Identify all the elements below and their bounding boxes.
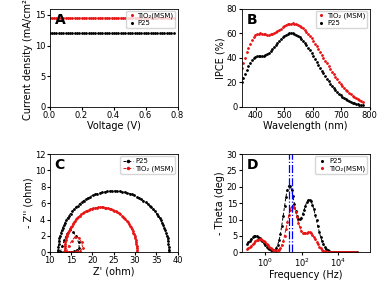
Line: TiO₂(MSM): TiO₂(MSM) — [48, 17, 175, 19]
TiO₂ (MSM) — [256, 32, 261, 35]
P25 — [280, 36, 285, 39]
P25 — [354, 251, 359, 254]
P25 — [317, 230, 322, 234]
P25 — [47, 31, 52, 35]
TiO₂ (MSM) — [239, 66, 244, 70]
P25 — [256, 55, 261, 58]
TiO₂(MSM) — [157, 16, 162, 20]
Line: P25: P25 — [240, 32, 364, 107]
P25 — [323, 75, 328, 78]
TiO₂(MSM) — [343, 251, 348, 254]
P25 — [318, 66, 322, 69]
X-axis label: Frequency (Hz): Frequency (Hz) — [269, 270, 342, 280]
P25 — [321, 243, 326, 246]
TiO₂(MSM) — [245, 248, 249, 251]
TiO₂(MSM) — [171, 16, 176, 20]
Legend: P25, TiO₂(MSM): P25, TiO₂(MSM) — [315, 156, 368, 174]
TiO₂(MSM) — [321, 249, 326, 252]
P25 — [309, 51, 314, 55]
TiO₂(MSM) — [291, 204, 295, 208]
P25 — [245, 242, 249, 246]
TiO₂(MSM) — [77, 16, 82, 20]
Legend: TiO₂(MSM), P25: TiO₂(MSM), P25 — [126, 11, 176, 28]
P25 — [343, 251, 348, 254]
P25 — [360, 104, 365, 107]
P25 — [70, 31, 75, 35]
TiO₂(MSM) — [61, 16, 66, 20]
Y-axis label: - Z'' (ohm): - Z'' (ohm) — [24, 178, 34, 229]
TiO₂(MSM) — [354, 251, 359, 254]
P25 — [77, 31, 82, 35]
X-axis label: Voltage (V): Voltage (V) — [86, 122, 141, 131]
P25 — [313, 213, 317, 216]
TiO₂ (MSM) — [290, 22, 295, 25]
P25 — [93, 31, 98, 35]
Text: B: B — [247, 13, 257, 27]
TiO₂ (MSM) — [280, 26, 285, 29]
Line: TiO₂ (MSM): TiO₂ (MSM) — [240, 22, 364, 103]
TiO₂ (MSM) — [309, 37, 314, 40]
P25 — [171, 31, 176, 35]
TiO₂ (MSM) — [323, 59, 328, 62]
Text: A: A — [54, 13, 66, 27]
Legend: TiO₂ (MSM), P25: TiO₂ (MSM), P25 — [316, 11, 368, 28]
Line: P25: P25 — [48, 31, 175, 35]
TiO₂(MSM) — [93, 16, 98, 20]
TiO₂ (MSM) — [360, 100, 365, 103]
TiO₂ (MSM) — [318, 50, 322, 54]
Line: P25: P25 — [246, 184, 358, 254]
P25 — [239, 81, 244, 84]
TiO₂ (MSM) — [268, 33, 273, 36]
P25 — [295, 214, 299, 218]
Legend: P25, TiO₂ (MSM): P25, TiO₂ (MSM) — [120, 156, 176, 174]
P25 — [157, 31, 162, 35]
Text: C: C — [54, 158, 65, 172]
TiO₂(MSM) — [169, 16, 173, 20]
Y-axis label: Current density (mA/cm²): Current density (mA/cm²) — [24, 0, 34, 120]
Y-axis label: IPCE (%): IPCE (%) — [215, 37, 226, 79]
TiO₂(MSM) — [311, 235, 316, 239]
Line: TiO₂(MSM): TiO₂(MSM) — [246, 204, 358, 254]
P25 — [268, 49, 273, 53]
P25 — [311, 207, 316, 211]
P25 — [289, 32, 293, 35]
Y-axis label: - Theta (deg): - Theta (deg) — [215, 171, 226, 235]
X-axis label: Wavelength (nm): Wavelength (nm) — [263, 122, 348, 131]
P25 — [287, 184, 291, 188]
TiO₂(MSM) — [295, 215, 299, 219]
TiO₂(MSM) — [317, 245, 322, 248]
Text: D: D — [247, 158, 258, 172]
P25 — [169, 31, 173, 35]
TiO₂(MSM) — [313, 238, 317, 241]
X-axis label: Z' (ohm): Z' (ohm) — [93, 267, 134, 277]
TiO₂(MSM) — [70, 16, 75, 20]
TiO₂(MSM) — [47, 16, 52, 20]
P25 — [61, 31, 66, 35]
